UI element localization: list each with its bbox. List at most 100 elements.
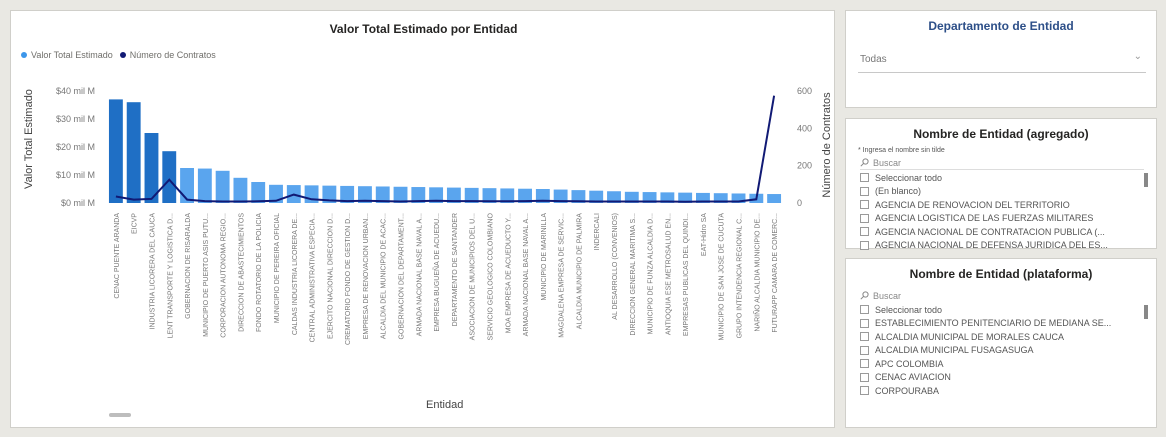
checkbox[interactable] — [860, 345, 869, 355]
plataforma-search-input[interactable]: Buscar — [860, 289, 1144, 302]
chart-panel: $0 mil M $10 mil M $20 mil M $30 mil M $40 m… — [10, 10, 835, 428]
slicer-entidad-agregado: Nombre de Entidad (agregado) * Ingresa e… — [845, 118, 1157, 253]
chart-title: Valor Total Estimado por Entidad — [329, 22, 518, 36]
bar[interactable] — [767, 194, 782, 203]
checkbox[interactable] — [860, 240, 869, 250]
bar[interactable] — [215, 170, 230, 203]
bar[interactable] — [696, 192, 710, 203]
bar[interactable] — [180, 168, 194, 203]
y-tick-label: $0 mil M — [61, 198, 95, 208]
bar[interactable] — [571, 190, 586, 203]
bar[interactable] — [162, 151, 177, 203]
agregado-list-item[interactable]: AGENCIA NACIONAL DE CONTRATACION PUBLICA… — [860, 225, 1142, 239]
plataforma-list-item[interactable]: ALCALDIA MUNICIPAL FUSAGASUGA — [860, 344, 1142, 358]
legend-label-valor[interactable]: Valor Total Estimado — [31, 50, 113, 60]
bar[interactable] — [446, 187, 461, 203]
x-tick-label: GOBERNACION DE RISARALDA — [185, 213, 192, 319]
checkbox[interactable] — [860, 332, 869, 342]
bar[interactable] — [393, 186, 408, 203]
agregado-list-item[interactable]: AGENCIA DE RENOVACION DEL TERRITORIO — [860, 198, 1142, 212]
plataforma-list-scrollbar[interactable] — [1144, 305, 1148, 319]
bar[interactable] — [375, 186, 390, 203]
bar[interactable] — [518, 188, 532, 203]
bar[interactable] — [713, 193, 728, 203]
agregado-list-item[interactable]: (En blanco) — [860, 185, 1142, 199]
search-icon — [860, 158, 869, 167]
x-tick-label: INDERCALI — [594, 213, 601, 250]
bar[interactable] — [269, 184, 283, 203]
bar[interactable] — [126, 102, 141, 203]
bar[interactable] — [358, 186, 372, 203]
agregado-item-label: Seleccionar todo — [875, 172, 943, 183]
checkbox[interactable] — [860, 213, 869, 223]
checkbox[interactable] — [860, 318, 869, 328]
bar[interactable] — [642, 192, 657, 203]
bar[interactable] — [624, 191, 639, 203]
x-tick-label: EMPRESA BUGUEÑA DE ACUEDU... — [432, 213, 441, 332]
y-tick-label: $20 mil M — [56, 142, 95, 152]
bar[interactable] — [589, 190, 604, 203]
y2-tick-label: 400 — [797, 123, 812, 133]
departamento-dropdown[interactable]: Todas ⌄ — [858, 48, 1146, 73]
plataforma-list-item[interactable]: ESTABLECIMIENTO PENITENCIARIO DE MEDIANA… — [860, 317, 1142, 331]
plataforma-list-item[interactable]: CENAC AVIACION — [860, 371, 1142, 385]
bar[interactable] — [535, 189, 550, 203]
slicer-plataforma-title: Nombre de Entidad (plataforma) — [909, 267, 1093, 281]
x-tick-label: EICVP — [132, 213, 139, 234]
plataforma-item-label: APC COLOMBIA — [875, 358, 944, 369]
checkbox[interactable] — [860, 200, 869, 210]
chart-canvas: $0 mil M $10 mil M $20 mil M $30 mil M $40 m… — [56, 86, 812, 345]
bar[interactable] — [607, 191, 621, 203]
plataforma-search-placeholder: Buscar — [873, 290, 902, 301]
bar[interactable] — [553, 189, 568, 203]
bar[interactable] — [464, 187, 479, 203]
y-tick-label: $30 mil M — [56, 114, 95, 124]
agregado-list: Seleccionar todo (En blanco) AGENCIA DE RE… — [860, 171, 1148, 253]
checkbox[interactable] — [860, 186, 869, 196]
checkbox[interactable] — [860, 305, 869, 315]
checkbox[interactable] — [860, 372, 869, 382]
x-tick-label: DIRECCION DE ABASTECIMIENTOS — [238, 213, 245, 332]
bar[interactable] — [340, 185, 355, 203]
bar[interactable] — [411, 187, 426, 203]
x-tick-label: EAT-Hidro SA — [701, 213, 708, 256]
chart-scrollbar[interactable] — [109, 413, 131, 417]
x-tick-label: MUNICIPIO DE SAN JOSE DE CUCUTA — [719, 213, 726, 341]
x-tick-label: FONDO ROTATORIO DE LA POLICIA — [256, 213, 263, 332]
x-tick-label: EMPRESA DE RENOVACION URBAN... — [363, 213, 370, 339]
agregado-list-item[interactable]: AGENCIA NACIONAL DE DEFENSA JURIDICA DEL… — [860, 239, 1142, 253]
bar[interactable] — [233, 177, 248, 203]
bar[interactable] — [144, 133, 159, 203]
checkbox[interactable] — [860, 227, 869, 237]
agregado-list-item[interactable]: AGENCIA LOGISTICA DE LAS FUERZAS MILITAR… — [860, 212, 1142, 226]
bar[interactable] — [500, 188, 515, 203]
plataforma-item-label: ESTABLECIMIENTO PENITENCIARIO DE MEDIANA… — [875, 318, 1112, 329]
bar[interactable] — [731, 193, 746, 203]
plataforma-list-item[interactable]: APC COLOMBIA — [860, 357, 1142, 371]
plataforma-list-item[interactable]: ALCALDIA MUNICIPAL DE MORALES CAUCA — [860, 330, 1142, 344]
x-tick-label: ARMADA NACIONAL BASE NAVAL A... — [416, 213, 423, 336]
x-tick-label: MUNICIPIO DE PUERTO ASIS PUTU... — [203, 213, 210, 337]
agregado-search-input[interactable]: Buscar — [860, 156, 1144, 170]
bar[interactable] — [197, 168, 212, 203]
agregado-item-label: AGENCIA LOGISTICA DE LAS FUERZAS MILITAR… — [875, 213, 1094, 224]
agregado-list-scrollbar[interactable] — [1144, 173, 1148, 187]
legend-label-contratos[interactable]: Número de Contratos — [129, 50, 216, 60]
agregado-list-item[interactable]: Seleccionar todo — [860, 171, 1142, 185]
bar[interactable] — [251, 182, 266, 203]
x-tick-label: MOA EMPRESA DE ACUEDUCTO Y... — [505, 213, 512, 333]
bar[interactable] — [322, 185, 337, 203]
slicer-departamento: Departamento de Entidad Todas ⌄ — [845, 10, 1157, 108]
plataforma-list-item[interactable]: CORPOURABA — [860, 384, 1142, 398]
checkbox[interactable] — [860, 359, 869, 369]
bar[interactable] — [108, 99, 123, 203]
plataforma-list-item[interactable]: Seleccionar todo — [860, 303, 1142, 317]
bar[interactable] — [482, 188, 497, 203]
bar[interactable] — [429, 187, 444, 203]
checkbox[interactable] — [860, 386, 869, 396]
bar[interactable] — [678, 192, 693, 203]
series-line-contratos[interactable] — [115, 95, 776, 203]
bar[interactable] — [660, 192, 675, 203]
y2-tick-label: 200 — [797, 161, 812, 171]
checkbox[interactable] — [860, 173, 869, 183]
